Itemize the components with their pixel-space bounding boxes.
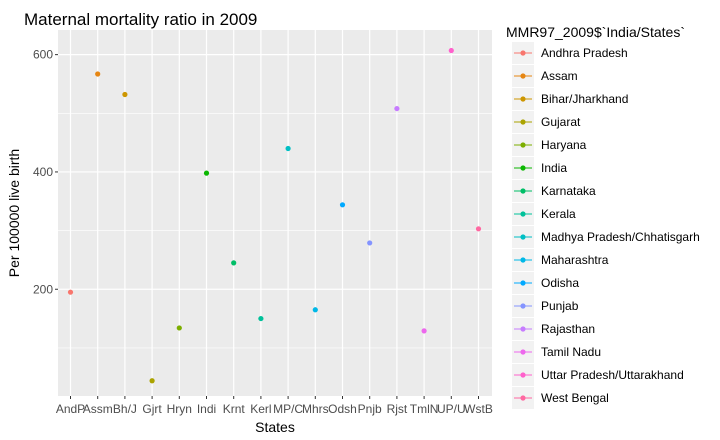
legend-key-point [520, 142, 526, 148]
legend-label: Maharashtra [541, 253, 609, 267]
data-point [149, 378, 155, 384]
data-point [367, 240, 373, 246]
y-tick-label: 600 [33, 48, 53, 62]
x-tick-label: TmlN [410, 402, 439, 416]
legend-key-point [520, 326, 526, 332]
x-tick-label: Indi [197, 402, 216, 416]
legend-key-point [520, 395, 526, 401]
legend-key-point [520, 211, 526, 217]
legend-label: Assam [541, 69, 578, 83]
legend-label: Kerala [541, 207, 576, 221]
legend-item: Kerala [512, 203, 576, 225]
data-point [448, 47, 454, 54]
legend-item: Haryana [512, 134, 587, 156]
grid-minor [58, 112, 492, 349]
x-axis-label: States [255, 419, 295, 435]
legend-item: Assam [512, 65, 578, 87]
legend-item: Rajasthan [512, 318, 595, 340]
legend-label: Haryana [541, 138, 587, 152]
legend-item: India [512, 157, 567, 179]
legend-key-point [520, 303, 526, 309]
legend-key-point [520, 372, 526, 378]
legend-item: Andhra Pradesh [512, 42, 628, 64]
legend-item: Madhya Pradesh/Chhatisgarh [512, 226, 700, 248]
legend-label: Uttar Pradesh/Uttarakhand [541, 368, 684, 382]
x-tick-label: AndP [56, 402, 85, 416]
y-tick-label: 400 [33, 165, 53, 179]
legend-label: Karnataka [541, 184, 596, 198]
data-point [312, 307, 318, 313]
legend-label: Gujarat [541, 115, 581, 129]
legend-item: Punjab [512, 295, 579, 317]
x-tick-label: UP/U [437, 402, 466, 416]
y-axis-label: Per 100000 live birth [6, 149, 22, 277]
x-tick-label: Odsh [328, 402, 357, 416]
data-point [176, 325, 182, 331]
legend-item: Gujarat [512, 111, 581, 133]
data-point [203, 170, 210, 176]
x-tick-label: Gjrt [142, 402, 162, 416]
x-tick-label: Kerl [250, 402, 271, 416]
legend-label: Tamil Nadu [541, 345, 601, 359]
legend-label: Andhra Pradesh [541, 46, 628, 60]
legend-key-point [520, 50, 526, 56]
data-point [285, 145, 291, 152]
legend-label: Rajasthan [541, 322, 595, 336]
data-point [95, 71, 101, 77]
legend-item: Bihar/Jharkhand [512, 88, 628, 110]
data-points [67, 47, 482, 384]
chart-title: Maternal mortality ratio in 2009 [24, 10, 257, 29]
grid-major [58, 30, 492, 396]
legend-item: Uttar Pradesh/Uttarakhand [512, 364, 684, 386]
x-tick-label: Pnjb [358, 402, 382, 416]
legend-key-point [520, 188, 526, 194]
data-point [67, 289, 74, 295]
data-point [231, 260, 237, 266]
legend-key-point [520, 234, 526, 240]
legend-label: Bihar/Jharkhand [541, 92, 628, 106]
data-point [258, 315, 264, 322]
legend-label: Odisha [541, 276, 579, 290]
legend-key-point [520, 165, 526, 171]
legend-item: Karnataka [512, 180, 596, 202]
legend-key-point [520, 73, 526, 79]
legend-label: Madhya Pradesh/Chhatisgarh [541, 230, 700, 244]
legend-key-point [520, 119, 526, 125]
legend-item: Maharashtra [512, 249, 609, 271]
data-point [122, 91, 128, 98]
data-point [475, 226, 482, 232]
y-axis-ticks: 200 400 600 [33, 48, 58, 296]
legend-item: West Bengal [512, 387, 609, 409]
x-tick-label: MP/C [273, 402, 303, 416]
x-tick-label: Mhrs [302, 402, 329, 416]
legend-key-point [520, 349, 526, 355]
legend-key-point [520, 280, 526, 286]
plot-panel [58, 30, 492, 396]
legend-label: Punjab [541, 299, 579, 313]
legend-label: India [541, 161, 567, 175]
legend-key-point [520, 257, 526, 263]
legend-label: West Bengal [541, 391, 609, 405]
y-tick-label: 200 [33, 282, 53, 296]
legend-item: Odisha [512, 272, 579, 294]
x-tick-label: Hryn [167, 402, 192, 416]
x-tick-label: Krnt [223, 402, 246, 416]
legend-key-point [520, 96, 526, 102]
x-tick-label: Bh/J [113, 402, 137, 416]
legend-title: MMR97_2009$`India/States` [506, 24, 685, 40]
legend: Andhra Pradesh Assam Bihar/Jharkhand Gujara… [512, 42, 700, 409]
x-tick-label: Rjst [387, 402, 408, 416]
x-tick-label: WstB [464, 402, 493, 416]
legend-item: Tamil Nadu [512, 341, 601, 363]
data-point [394, 105, 400, 112]
data-point [421, 328, 427, 334]
x-tick-label: Assm [83, 402, 113, 416]
data-point [339, 202, 346, 208]
